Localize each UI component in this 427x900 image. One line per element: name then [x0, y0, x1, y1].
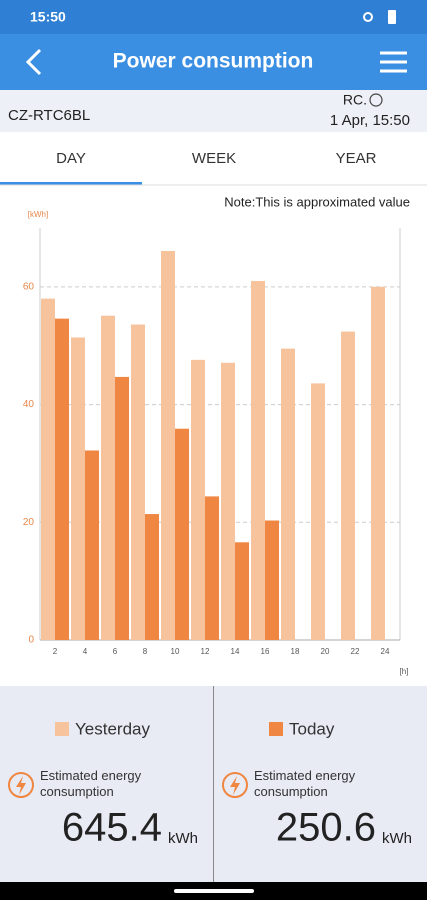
- battery-icon: [388, 10, 396, 24]
- summary-unit: kWh: [382, 830, 412, 847]
- bar: [235, 542, 249, 640]
- legend-label: Today: [289, 719, 335, 738]
- bar: [221, 362, 235, 640]
- summary-label-box: Estimated energy consumption: [40, 768, 142, 799]
- tab[interactable]: YEAR: [336, 150, 377, 167]
- bar: [371, 286, 385, 640]
- summary-value: 250.6: [276, 806, 376, 850]
- bar: [131, 324, 145, 640]
- bar: [161, 250, 175, 640]
- bar: [175, 428, 189, 640]
- device-source: RC.: [343, 92, 367, 108]
- summary-label: Estimated energy consumption: [254, 768, 356, 799]
- x-tick-label: 24: [381, 647, 390, 656]
- x-tick-label: 22: [351, 647, 360, 656]
- y-tick-label: 0: [28, 635, 34, 646]
- bar: [115, 376, 129, 640]
- energy-icon: [8, 772, 34, 798]
- energy-icon: [16, 776, 26, 795]
- x-tick-label: 18: [291, 647, 300, 656]
- bar: [71, 337, 85, 640]
- app-title: Power consumption: [113, 50, 314, 73]
- device-timestamp: 1 Apr, 15:50: [330, 112, 410, 129]
- bar: [41, 298, 55, 640]
- bar: [311, 383, 325, 640]
- status-bar: [0, 0, 427, 34]
- bar: [85, 450, 99, 640]
- tab[interactable]: WEEK: [192, 150, 236, 167]
- bar: [101, 315, 115, 640]
- status-icon: [363, 12, 373, 22]
- x-tick-label: 20: [321, 647, 330, 656]
- x-tick-label: 4: [83, 647, 88, 656]
- summary: Yesterday Estimated energy consumption 645…: [8, 719, 412, 850]
- bar: [251, 280, 265, 640]
- note: Note:This is approximated value: [224, 194, 410, 209]
- bar: [55, 318, 69, 640]
- status-time: 15:50: [30, 9, 66, 25]
- bar: [191, 359, 205, 640]
- x-tick-label: 10: [171, 647, 180, 656]
- bar: [281, 348, 295, 640]
- legend-swatch: [269, 722, 283, 736]
- tab-bar: [0, 132, 427, 185]
- y-tick-label: 20: [23, 517, 35, 528]
- legend-swatch: [55, 722, 69, 736]
- x-tick-label: 14: [231, 647, 240, 656]
- x-tick-label: 8: [143, 647, 148, 656]
- energy-icon: [222, 772, 248, 798]
- y-tick-label: 60: [23, 281, 35, 292]
- tab[interactable]: DAY: [56, 150, 86, 167]
- x-tick-label: 6: [113, 647, 118, 656]
- clock-icon: [369, 93, 383, 107]
- back-button[interactable]: [25, 48, 42, 76]
- bar: [145, 514, 159, 640]
- energy-icon: [230, 776, 240, 795]
- device-bar: [0, 90, 427, 132]
- summary-label-box: Estimated energy consumption: [254, 768, 356, 799]
- nav-handle: [174, 889, 254, 893]
- summary-value: 645.4: [62, 806, 162, 850]
- x-tick-label: 12: [201, 647, 210, 656]
- legend-label: Yesterday: [75, 719, 150, 738]
- bar: [205, 496, 219, 640]
- device-model: CZ-RTC6BL: [8, 107, 90, 124]
- bar: [341, 331, 355, 640]
- y-tick-label: 40: [23, 399, 35, 410]
- summary-unit: kWh: [168, 830, 198, 847]
- tab-indicator: [0, 182, 142, 185]
- bar: [265, 520, 279, 640]
- y-unit: [kWh]: [28, 210, 48, 219]
- x-tick-label: 2: [53, 647, 58, 656]
- app-bar: [0, 34, 427, 90]
- summary-label: Estimated energy consumption: [40, 768, 142, 799]
- menu-button[interactable]: [380, 51, 407, 73]
- x-tick-label: 16: [261, 647, 270, 656]
- x-unit: [h]: [400, 667, 409, 676]
